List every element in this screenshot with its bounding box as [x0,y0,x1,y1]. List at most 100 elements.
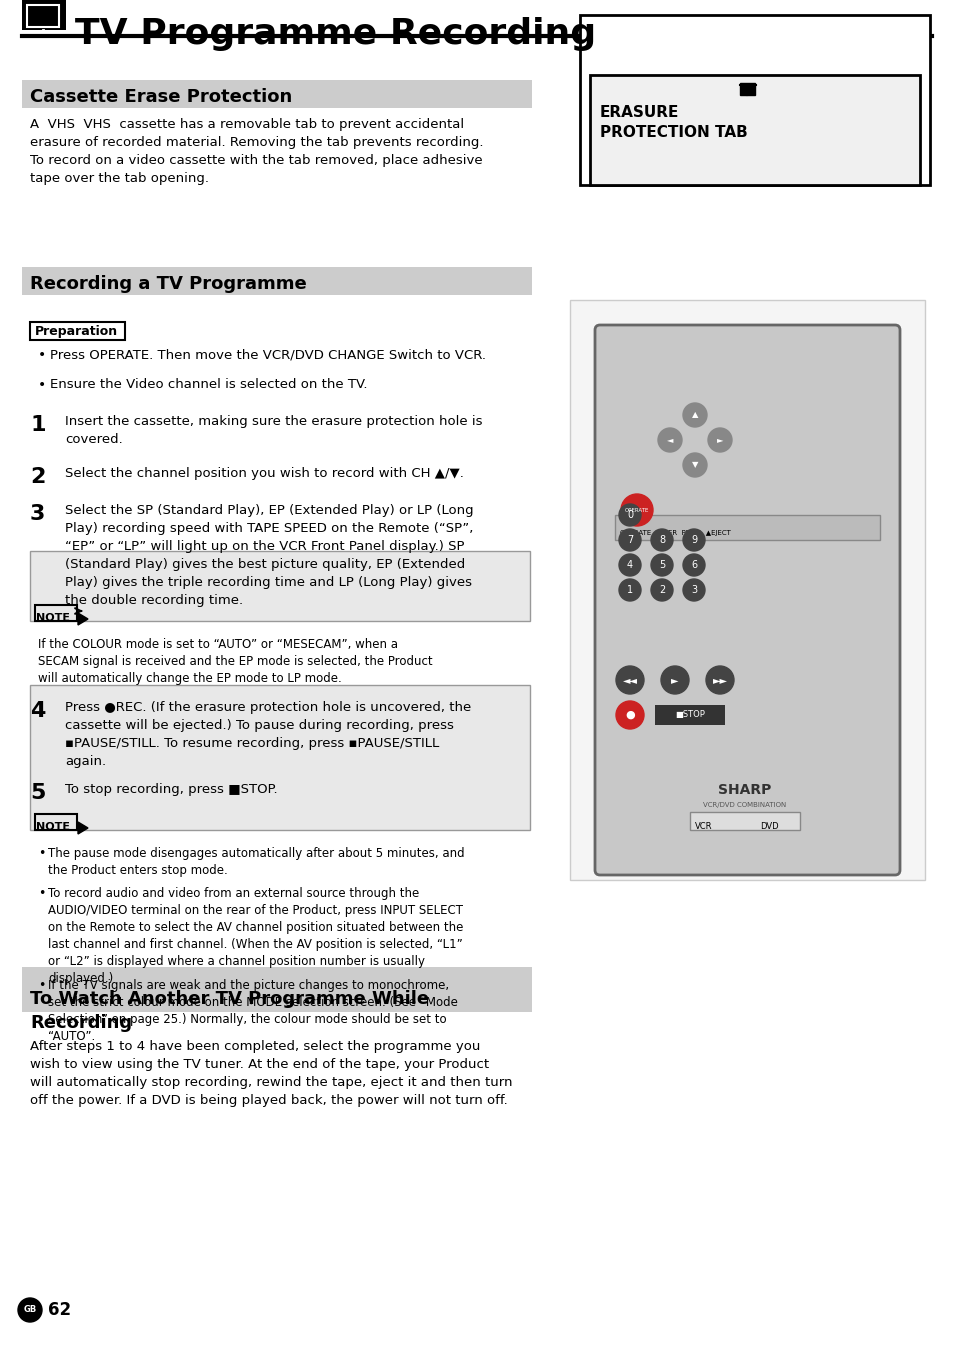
Circle shape [707,428,731,452]
Circle shape [650,555,672,576]
Text: ◄: ◄ [666,436,673,444]
Circle shape [705,666,733,695]
Text: ERASURE
PROTECTION TAB: ERASURE PROTECTION TAB [599,105,747,140]
Bar [22,966,532,1012]
Text: 6: 6 [690,560,697,569]
Bar [35,814,77,830]
Bar [579,15,929,184]
Circle shape [660,666,688,695]
Text: Select the channel position you wish to record with CH ▲/▼.: Select the channel position you wish to … [65,467,463,481]
Bar [27,5,59,27]
Text: 7: 7 [626,534,633,545]
Circle shape [618,555,640,576]
Text: SHARP: SHARP [718,783,771,797]
Text: ►►: ►► [712,674,727,685]
Text: ▲: ▲ [691,411,698,420]
Text: ►: ► [716,436,722,444]
Text: If the COLOUR mode is set to “AUTO” or “MESECAM”, when a
SECAM signal is receive: If the COLOUR mode is set to “AUTO” or “… [38,638,432,685]
Bar [740,83,754,96]
Text: •: • [38,847,46,860]
Bar [30,685,530,830]
Text: •: • [38,349,46,362]
Text: 1: 1 [30,415,46,435]
Bar [22,0,66,30]
Circle shape [618,503,640,526]
Circle shape [638,133,661,157]
Text: ◄◄: ◄◄ [622,674,637,685]
Text: 9: 9 [690,534,697,545]
Text: GB: GB [24,1306,36,1315]
Circle shape [18,1298,42,1322]
Text: •: • [38,979,46,992]
Text: VCR: VCR [695,822,712,830]
Text: 62: 62 [48,1302,71,1319]
Text: NOTE: NOTE [36,612,70,623]
Text: 4: 4 [30,701,46,721]
FancyBboxPatch shape [595,324,899,875]
Text: 2: 2 [659,586,664,595]
Text: To stop recording, press ■STOP.: To stop recording, press ■STOP. [65,783,277,795]
Text: After steps 1 to 4 have been completed, select the programme you
wish to view us: After steps 1 to 4 have been completed, … [30,1040,512,1106]
Polygon shape [78,612,88,625]
Text: Press OPERATE. Then move the VCR/DVD CHANGE Switch to VCR.: Press OPERATE. Then move the VCR/DVD CHA… [50,349,485,361]
Text: ►: ► [671,674,678,685]
Circle shape [682,579,704,602]
Text: NOTE: NOTE [36,822,70,832]
Text: •: • [38,887,46,900]
Text: If the TV signals are weak and the picture changes to monochrome,
set the strict: If the TV signals are weak and the pictu… [48,979,457,1043]
Bar [22,267,532,295]
Text: 8: 8 [659,534,664,545]
Circle shape [682,529,704,551]
Circle shape [618,529,640,551]
Bar [615,516,879,540]
Text: 5: 5 [30,783,46,804]
Text: 0: 0 [626,510,633,520]
Text: A  VHS  VHS  cassette has a removable tab to prevent accidental
erasure of recor: A VHS VHS cassette has a removable tab t… [30,118,483,184]
Text: TV Programme Recording: TV Programme Recording [75,17,596,51]
Text: 4: 4 [626,560,633,569]
Text: VCR/DVD COMBINATION: VCR/DVD COMBINATION [702,802,786,808]
Bar [30,551,530,621]
Text: Preparation: Preparation [35,324,118,338]
Circle shape [682,555,704,576]
Circle shape [650,529,672,551]
Text: Recording a TV Programme: Recording a TV Programme [30,275,307,293]
Bar [599,330,894,870]
Text: ▼: ▼ [691,460,698,470]
Circle shape [682,454,706,476]
Text: The pause mode disengages automatically after about 5 minutes, and
the Product e: The pause mode disengages automatically … [48,847,464,878]
Text: DVD: DVD [760,822,778,830]
Text: Select the SP (Standard Play), EP (Extended Play) or LP (Long
Play) recording sp: Select the SP (Standard Play), EP (Exten… [65,503,473,607]
Text: ■STOP: ■STOP [675,711,704,720]
Text: OPERATE: OPERATE [624,507,648,513]
Bar [655,705,724,725]
Circle shape [618,579,640,602]
Text: Insert the cassette, making sure the erasure protection hole is
covered.: Insert the cassette, making sure the era… [65,415,482,446]
Text: 1: 1 [626,586,633,595]
Circle shape [658,428,681,452]
Bar [22,79,532,108]
Text: Press ●REC. (If the erasure protection hole is uncovered, the
cassette will be e: Press ●REC. (If the erasure protection h… [65,701,471,769]
Bar [35,604,77,621]
Text: To record audio and video from an external source through the
AUDIO/VIDEO termin: To record audio and video from an extern… [48,887,463,985]
Circle shape [616,701,643,730]
Text: OPERATE  TIMER  PROG  ▲EJECT: OPERATE TIMER PROG ▲EJECT [619,530,730,536]
Text: To Watch Another TV Programme While
Recording: To Watch Another TV Programme While Reco… [30,991,429,1031]
Bar [30,322,125,341]
Text: 3: 3 [690,586,697,595]
Text: Cassette Erase Protection: Cassette Erase Protection [30,87,292,106]
Text: Ensure the Video channel is selected on the TV.: Ensure the Video channel is selected on … [50,378,367,390]
Bar [569,300,924,880]
Text: •: • [38,378,46,392]
Circle shape [620,494,652,526]
Bar [589,75,919,184]
Bar [689,812,800,830]
Bar [30,9,56,26]
Circle shape [650,579,672,602]
Polygon shape [78,822,88,835]
Bar [629,149,879,170]
Circle shape [847,133,871,157]
Text: ●: ● [624,709,634,720]
Text: 2: 2 [30,467,46,487]
Text: 5: 5 [659,560,664,569]
